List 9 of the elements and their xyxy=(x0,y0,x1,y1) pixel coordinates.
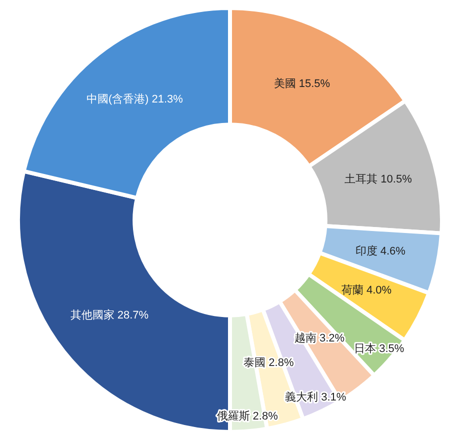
slice-label: 泰國 2.8% xyxy=(244,357,294,370)
slice-label: 越南 3.2% xyxy=(294,331,345,344)
slice-label: 中國(含香港) 21.3% xyxy=(86,92,184,106)
slice-label: 印度 4.6% xyxy=(355,244,406,258)
slice-label: 土耳其 10.5% xyxy=(344,172,412,186)
slice-label: 義大利 3.1% xyxy=(285,390,346,404)
slice-label: 美國 15.5% xyxy=(274,77,330,90)
slice-label: 其他國家 28.7% xyxy=(70,308,149,322)
slice-label: 荷蘭 4.0% xyxy=(341,284,392,297)
